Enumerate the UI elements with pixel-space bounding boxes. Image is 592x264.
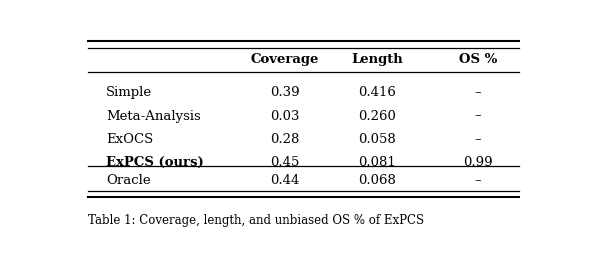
- Text: Meta-Analysis: Meta-Analysis: [106, 110, 201, 122]
- Text: 0.081: 0.081: [358, 156, 395, 169]
- Text: 0.45: 0.45: [271, 156, 300, 169]
- Text: Oracle: Oracle: [106, 174, 151, 187]
- Text: –: –: [474, 133, 481, 146]
- Text: 0.068: 0.068: [358, 174, 395, 187]
- Text: –: –: [474, 86, 481, 99]
- Text: Coverage: Coverage: [251, 53, 319, 66]
- Text: 0.99: 0.99: [463, 156, 493, 169]
- Text: 0.03: 0.03: [271, 110, 300, 122]
- Text: 0.28: 0.28: [271, 133, 300, 146]
- Text: 0.39: 0.39: [270, 86, 300, 99]
- Text: –: –: [474, 110, 481, 122]
- Text: ExPCS (ours): ExPCS (ours): [106, 156, 204, 169]
- Text: 0.44: 0.44: [271, 174, 300, 187]
- Text: –: –: [474, 174, 481, 187]
- Text: 0.058: 0.058: [358, 133, 395, 146]
- Text: Length: Length: [351, 53, 403, 66]
- Text: OS %: OS %: [459, 53, 497, 66]
- Text: Simple: Simple: [106, 86, 152, 99]
- Text: ExOCS: ExOCS: [106, 133, 153, 146]
- Text: 0.416: 0.416: [358, 86, 395, 99]
- Text: Table 1: Coverage, length, and unbiased OS % of ExPCS: Table 1: Coverage, length, and unbiased …: [88, 214, 424, 227]
- Text: 0.260: 0.260: [358, 110, 395, 122]
